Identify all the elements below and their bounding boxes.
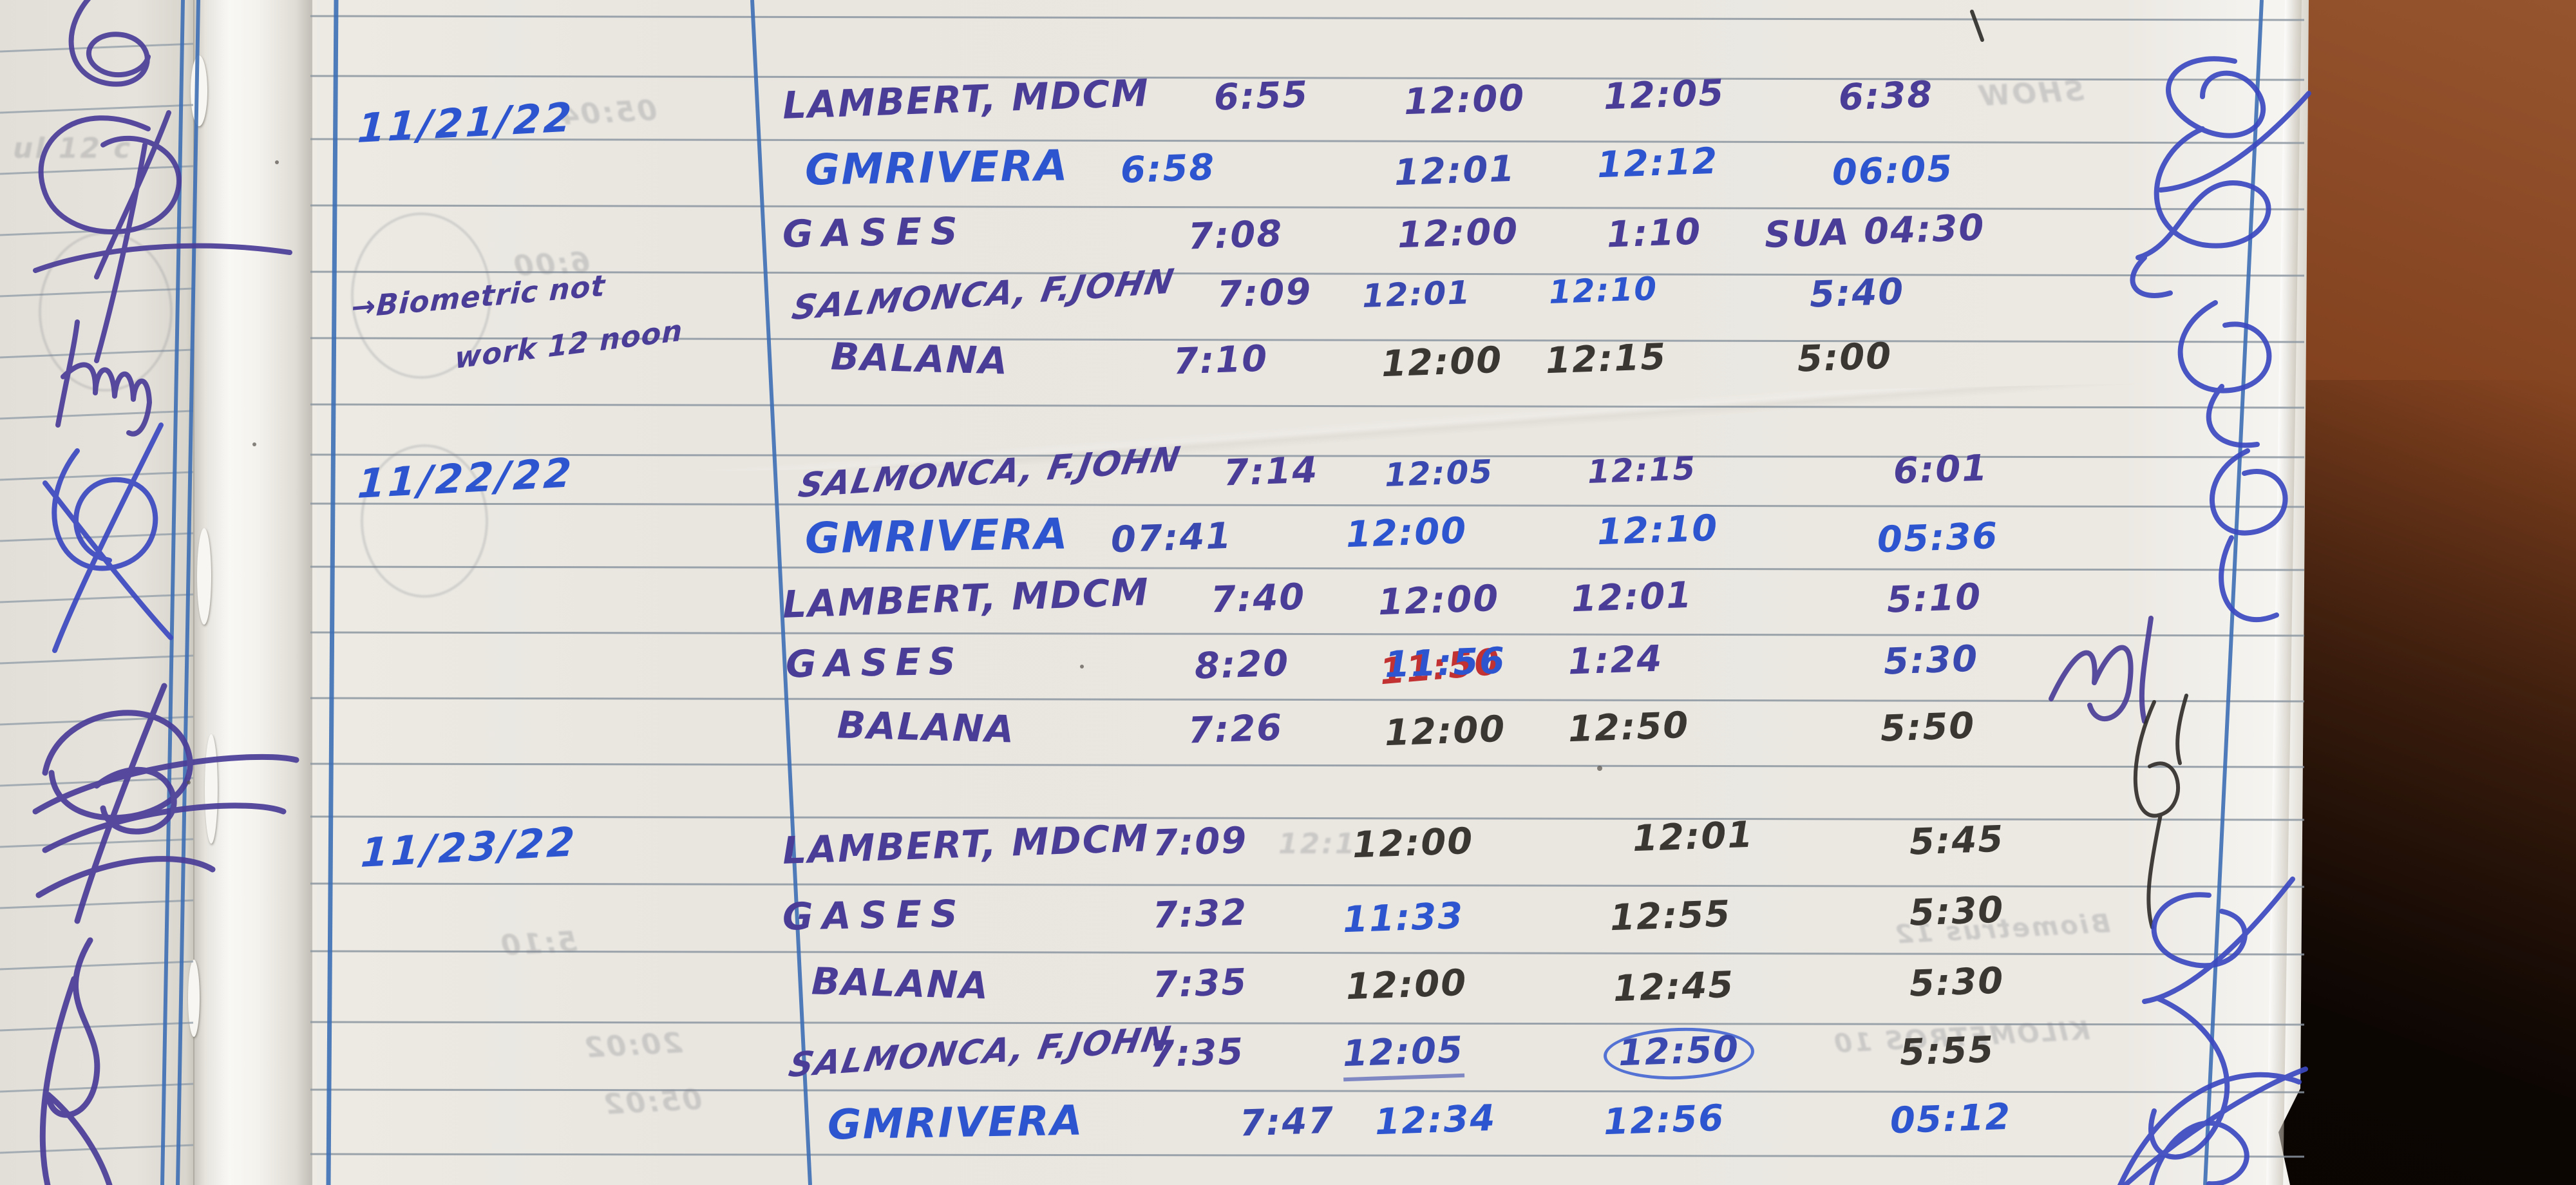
signature-scribble [32, 683, 299, 1185]
signature-scribble [2117, 877, 2308, 1185]
pencil-circle-ghost [361, 444, 488, 598]
notebook-paper [0, 0, 2309, 1185]
signature-scribble [33, 0, 292, 437]
ghost-text: 12:1 [1278, 828, 1357, 860]
torn-paper-bit [188, 960, 200, 1037]
notebook-spine [193, 0, 312, 1185]
signature-scribble [2049, 616, 2154, 724]
signature-scribble [43, 422, 173, 653]
ink-specks [187, 160, 1602, 784]
signature-scribble [2130, 56, 2311, 622]
main-page-rules [310, 15, 2305, 1158]
signature-scribble [1970, 10, 2188, 929]
margin-lines [160, 0, 2264, 1185]
ghost-text: ul 12 c [13, 132, 133, 165]
left-page [0, 0, 194, 1185]
pencil-circle-ghost [351, 213, 491, 379]
torn-paper-bit [197, 528, 211, 625]
